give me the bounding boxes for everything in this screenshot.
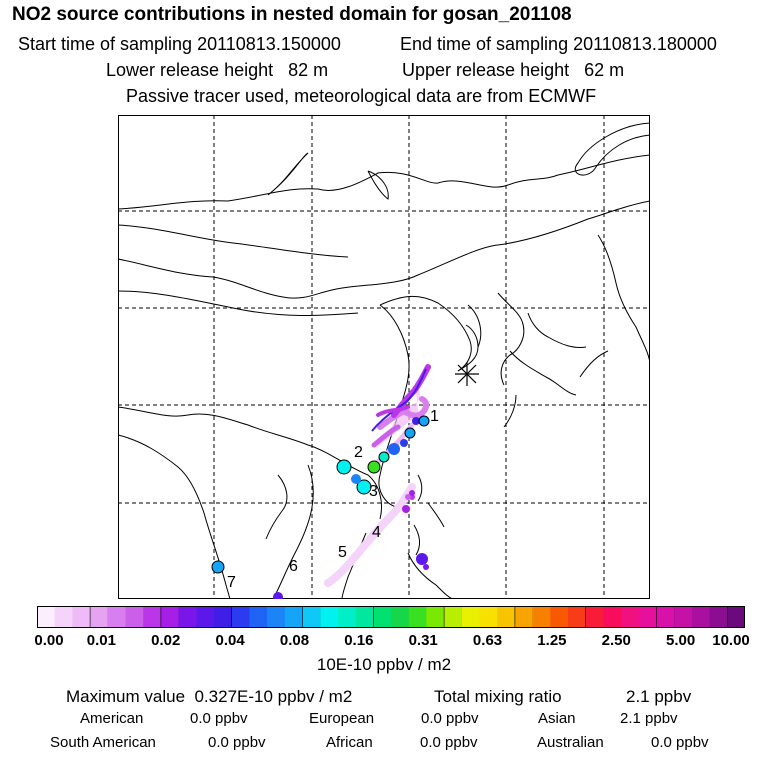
colorbar-cell — [674, 606, 693, 628]
colorbar-cell — [568, 606, 587, 628]
colorbar-tick-label: 0.00 — [34, 632, 64, 649]
colorbar-cell — [107, 606, 126, 628]
region-value-asian: 2.1 ppbv — [620, 710, 678, 727]
region-name-american: American — [80, 710, 144, 727]
colorbar-cell — [302, 606, 321, 628]
colorbar-cell — [267, 606, 286, 628]
total-mixing-label: Total mixing ratio — [434, 687, 562, 706]
max-value-label: Maximum value 0.327E-10 ppbv / m2 — [66, 687, 353, 706]
source-label-3: 3 — [369, 483, 378, 500]
colorbar-cell — [408, 606, 427, 628]
region-value-african: 0.0 ppbv — [420, 734, 478, 751]
graticule — [118, 115, 650, 599]
colorbar-cell — [214, 606, 233, 628]
colorbar-cell — [160, 606, 180, 628]
colorbar-tick-label: 1.25 — [537, 632, 567, 649]
colorbar-units: 10E-10 ppbv / m2 — [316, 655, 452, 674]
source-label-5: 5 — [338, 544, 347, 561]
colorbar-cell — [709, 606, 728, 628]
region-value-american: 0.0 ppbv — [190, 710, 248, 727]
source-label-1: 1 — [430, 408, 439, 425]
source-labels: 1 2 3 4 5 6 7 — [227, 408, 439, 591]
colorbar-cell — [178, 606, 197, 628]
total-mixing-value: 2.1 ppbv — [626, 687, 692, 706]
map-panel: 1 2 3 4 5 6 7 — [118, 115, 650, 599]
colorbar-cell — [691, 606, 710, 628]
colorbar-tick-label: 0.01 — [86, 632, 116, 649]
asterisk-icon — [455, 362, 479, 386]
region-value-european: 0.0 ppbv — [421, 710, 479, 727]
concentration-plume — [211, 364, 431, 599]
coastlines — [118, 122, 650, 599]
colorbar-cell — [37, 606, 56, 628]
colorbar-tick-label: 2.50 — [601, 632, 631, 649]
colorbar-cell — [125, 606, 144, 628]
colorbar-tick-label: 0.63 — [472, 632, 503, 649]
start-time-label: Start time of sampling 20110813.150000 — [18, 34, 341, 54]
colorbar-cell — [532, 606, 551, 628]
colorbar-cell — [656, 606, 675, 628]
lower-release-label: Lower release height 82 m — [106, 60, 329, 80]
colorbar-cell — [550, 606, 569, 628]
colorbar-cell — [603, 606, 622, 628]
colorbar-tick-label: 10.00 — [712, 632, 750, 649]
tracer-note: Passive tracer used, meteorological data… — [126, 86, 597, 106]
colorbar-cell — [621, 606, 640, 628]
colorbar-tick-label: 0.08 — [279, 632, 310, 649]
colorbar-cell — [479, 606, 498, 628]
source-label-6: 6 — [289, 558, 298, 575]
colorbar-cell — [320, 606, 339, 628]
colorbar-cell — [497, 606, 516, 628]
region-value-australian: 0.0 ppbv — [651, 734, 709, 751]
colorbar-cell — [372, 606, 392, 628]
colorbar-cell — [585, 606, 605, 628]
region-name-south-american: South American — [50, 734, 156, 751]
colorbar — [37, 606, 745, 628]
colorbar-tick-label: 0.02 — [151, 632, 181, 649]
source-label-7: 7 — [227, 574, 236, 591]
colorbar-cell — [249, 606, 268, 628]
colorbar-cell — [355, 606, 374, 628]
region-name-african: African — [326, 734, 373, 751]
source-label-4: 4 — [372, 524, 381, 541]
colorbar-cells — [37, 606, 745, 628]
colorbar-cell — [54, 606, 73, 628]
colorbar-cell — [89, 606, 109, 628]
colorbar-cell — [231, 606, 251, 628]
region-name-european: European — [309, 710, 375, 727]
end-time-label: End time of sampling 20110813.180000 — [400, 34, 717, 54]
region-name-asian: Asian — [538, 710, 576, 727]
colorbar-frame — [37, 606, 745, 628]
colorbar-cell — [143, 606, 162, 628]
source-label-2: 2 — [354, 444, 363, 461]
colorbar-cell — [284, 606, 303, 628]
map-title: NO2 source contributions in nested domai… — [12, 4, 572, 25]
colorbar-cell — [196, 606, 215, 628]
colorbar-cell — [726, 606, 745, 628]
colorbar-cell — [514, 606, 534, 628]
colorbar-cell — [426, 606, 445, 628]
colorbar-tick-label: 5.00 — [666, 632, 696, 649]
colorbar-cell — [391, 606, 410, 628]
colorbar-cell — [638, 606, 657, 628]
colorbar-cell — [72, 606, 91, 628]
colorbar-tick-label: 0.31 — [408, 632, 438, 649]
colorbar-cell — [337, 606, 356, 628]
upper-release-label: Upper release height 62 m — [402, 60, 625, 80]
colorbar-cell — [443, 606, 463, 628]
region-name-australian: Australian — [537, 734, 604, 751]
colorbar-cell — [461, 606, 480, 628]
colorbar-tick-label: 0.16 — [344, 632, 374, 649]
region-value-south-american: 0.0 ppbv — [208, 734, 266, 751]
colorbar-tick-label: 0.04 — [215, 632, 245, 649]
